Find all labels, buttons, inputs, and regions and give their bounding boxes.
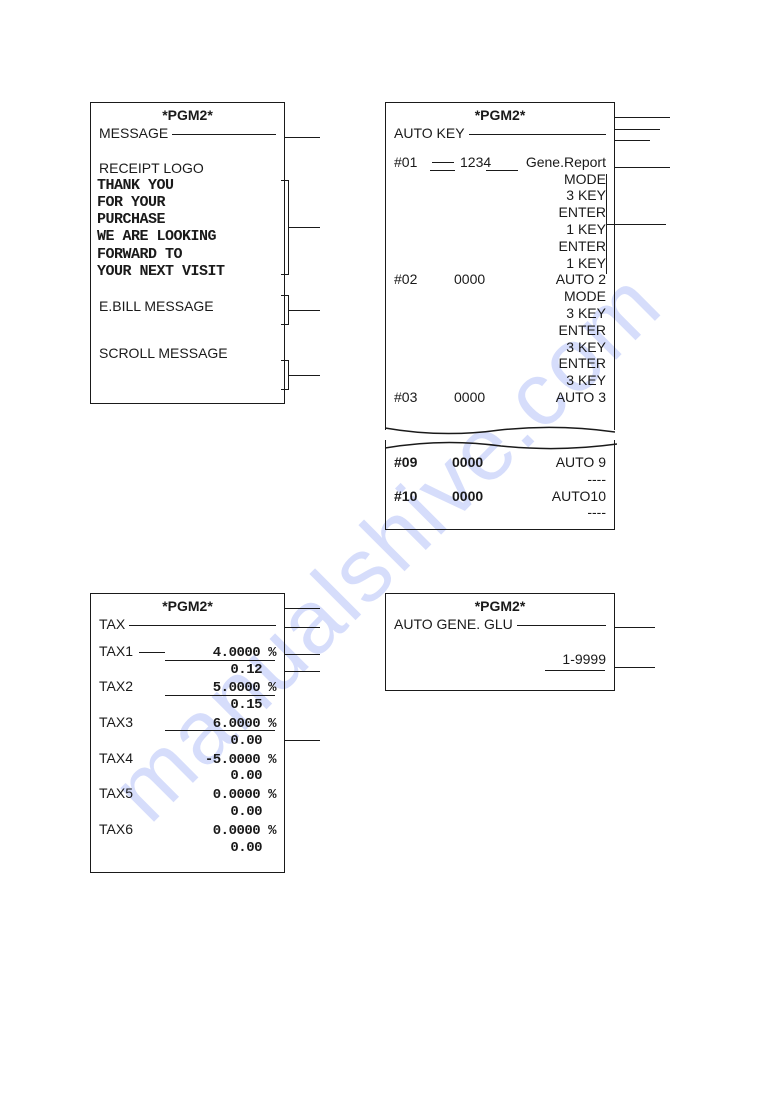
row-name: AUTO10 [506,488,606,505]
tax-amt: 0.00 [99,840,276,857]
autokey-row: #09 0000 AUTO 9 [392,454,608,471]
panel-autokey-cont: #09 0000 AUTO 9 ---- #10 0000 AUTO10 ---… [385,440,615,530]
section-label: MESSAGE [99,125,168,142]
step: 3 KEY [394,305,606,322]
tax-pct: 0.0000 % [165,823,276,840]
row-index: #03 [394,389,432,406]
tax-amt: 0.00 [99,768,276,785]
row-name: AUTO 2 [498,271,606,288]
step: ENTER [394,355,606,372]
row-code: 1234 [460,154,504,171]
section-label: TAX [99,616,125,633]
section-label: AUTO KEY [394,125,465,142]
autokey-row: #10 0000 AUTO10 [392,488,608,505]
section-label: AUTO GENE. GLU [394,616,513,633]
panel-tax: *PGM2* TAX TAX1 4.0000 % 0.12 TAX2 5.000… [90,593,285,873]
tax-amt: 0.00 [99,804,276,821]
tax-row: TAX6 0.0000 % [97,821,278,840]
row-name: Gene.Report [504,154,606,171]
panel-message: *PGM2* MESSAGE RECEIPT LOGO THANK YOU FO… [90,102,285,404]
dash: ---- [394,471,606,488]
logo-line: FORWARD TO [97,246,278,263]
step: ENTER [394,322,606,339]
row-index: #02 [394,271,432,288]
tax-row: TAX5 0.0000 % [97,785,278,804]
step: ENTER [394,204,606,221]
section-label: SCROLL MESSAGE [99,345,228,362]
step: 1 KEY [394,221,606,238]
logo-line: PURCHASE [97,211,278,228]
step: 3 KEY [394,187,606,204]
tax-row: TAX1 4.0000 % [97,643,278,662]
autokey-row: #02 0000 AUTO 2 [392,271,608,288]
tax-amt: 0.12 [99,662,276,679]
glu-range: 1-9999 [394,651,606,668]
row-index: #10 [394,488,452,505]
row-code: 0000 [452,488,506,505]
step: ENTER [394,238,606,255]
tax-name: TAX6 [99,821,139,838]
tax-amt: 0.15 [99,697,276,714]
row-name: AUTO 9 [506,454,606,471]
tax-name: TAX2 [99,678,139,695]
tax-amt: 0.00 [99,733,276,750]
step: 3 KEY [394,372,606,389]
row-index: #01 [394,154,432,171]
tax-name: TAX1 [99,643,139,660]
step: 3 KEY [394,339,606,356]
tax-row: TAX4 -5.0000 % [97,750,278,769]
step: 1 KEY [394,255,606,272]
row-name: AUTO 3 [498,389,606,406]
logo-line: FOR YOUR [97,194,278,211]
row-code: 0000 [452,454,506,471]
panel-title: *PGM2* [392,594,608,616]
panel-autokey: *PGM2* AUTO KEY #01 1234 Gene.Report MOD… [385,102,615,430]
row-index: #09 [394,454,452,471]
tax-name: TAX5 [99,785,139,802]
dash: ---- [394,504,606,521]
step: MODE [394,171,606,188]
logo-line: YOUR NEXT VISIT [97,263,278,280]
panel-title: *PGM2* [97,103,278,125]
logo-line: WE ARE LOOKING [97,228,278,245]
panel-title: *PGM2* [392,103,608,125]
tear-edge [385,426,615,438]
autokey-row: #01 1234 Gene.Report [392,154,608,171]
section-label: E.BILL MESSAGE [99,298,214,315]
step: MODE [394,288,606,305]
autokey-row: #03 0000 AUTO 3 [392,389,608,406]
tax-pct: 0.0000 % [165,787,276,804]
panel-title: *PGM2* [97,594,278,616]
panel-glu: *PGM2* AUTO GENE. GLU 1-9999 [385,593,615,691]
tax-name: TAX4 [99,750,139,767]
tax-name: TAX3 [99,714,139,731]
tax-pct: -5.0000 % [165,752,276,769]
row-code: 0000 [454,271,498,288]
section-label: RECEIPT LOGO [99,160,204,177]
logo-line: THANK YOU [97,177,278,194]
row-code: 0000 [454,389,498,406]
